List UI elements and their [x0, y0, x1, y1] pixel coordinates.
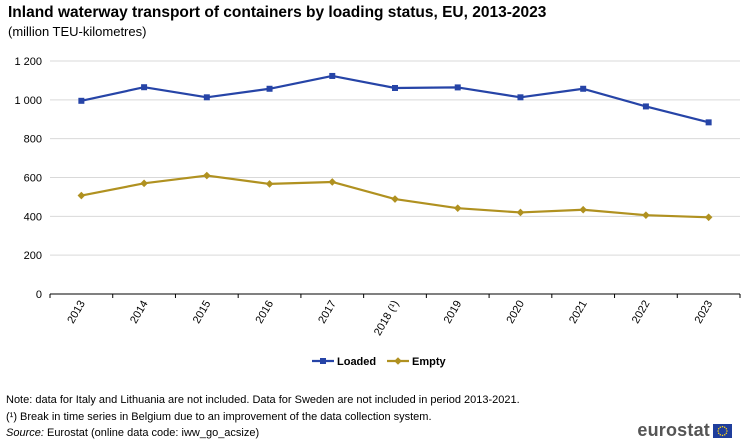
chart-subtitle: (million TEU-kilometres): [8, 24, 147, 39]
x-tick-label: 2023: [693, 299, 716, 326]
data-point-loaded: [517, 94, 524, 101]
source-line: Source: Eurostat (online data code: iww_…: [6, 425, 520, 442]
data-point-empty: [516, 208, 525, 217]
legend-marker-loaded: [320, 358, 326, 364]
y-tick-label: 1 200: [14, 56, 42, 68]
data-point-empty: [77, 191, 86, 200]
legend-label-empty: Empty: [412, 356, 447, 368]
data-point-empty: [265, 180, 274, 188]
data-point-empty: [579, 205, 587, 214]
y-tick-label: 600: [24, 173, 42, 185]
y-tick-label: 800: [24, 134, 42, 146]
data-point-loaded: [580, 85, 587, 92]
data-point-loaded: [642, 103, 649, 110]
x-tick-label: 2020: [504, 299, 527, 326]
x-tick-label: 2015: [191, 299, 214, 326]
source-label: Source:: [6, 427, 44, 439]
data-point-loaded: [203, 94, 210, 101]
y-tick-label: 1 000: [14, 95, 42, 107]
data-point-empty: [642, 211, 650, 219]
x-tick-label: 2022: [630, 299, 653, 326]
data-point-empty: [203, 171, 211, 180]
eu-flag-icon: [713, 423, 732, 438]
footnotes: Note: data for Italy and Lithuania are n…: [6, 392, 520, 442]
data-point-empty: [704, 213, 713, 222]
source-text: Eurostat (online data code: iww_go_acsiz…: [43, 427, 260, 439]
line-chart: 0 200 400 600 800 1 000 1 200 2013 2014 2015 2016 2…: [14, 56, 741, 368]
data-point-loaded: [266, 85, 273, 92]
legend-label-loaded: Loaded: [337, 356, 376, 368]
eurostat-logo: eurostat: [637, 420, 732, 441]
x-tick-label: 2021: [567, 299, 590, 326]
data-point-loaded: [141, 84, 148, 91]
legend-marker-empty: [394, 357, 402, 365]
note-break-in-series: (¹) Break in time series in Belgium due …: [6, 410, 432, 423]
x-tick-label: 2013: [65, 299, 88, 326]
x-tick-label: 2017: [316, 299, 339, 326]
data-point-empty: [391, 195, 399, 203]
data-point-loaded: [329, 72, 336, 79]
note-data-coverage: Note: data for Italy and Lithuania are n…: [6, 394, 520, 406]
y-tick-label: 0: [36, 289, 42, 301]
data-point-loaded: [78, 97, 85, 104]
y-tick-label: 400: [24, 211, 42, 223]
data-point-loaded: [705, 119, 712, 126]
x-tick-label: 2014: [128, 299, 151, 326]
y-tick-label: 200: [24, 250, 42, 262]
x-tick-label: 2018 (¹): [372, 299, 402, 338]
data-point-loaded: [454, 84, 461, 91]
chart-title: Inland waterway transport of containers …: [8, 4, 547, 21]
series-line-loaded: [81, 74, 709, 124]
x-tick-label: 2019: [442, 299, 465, 326]
data-point-empty: [453, 204, 462, 212]
x-tick-label: 2016: [254, 299, 277, 326]
data-point-empty: [140, 179, 148, 188]
data-point-empty: [328, 178, 337, 186]
data-point-loaded: [392, 84, 398, 91]
logo-wordmark: eurostat: [637, 420, 710, 440]
